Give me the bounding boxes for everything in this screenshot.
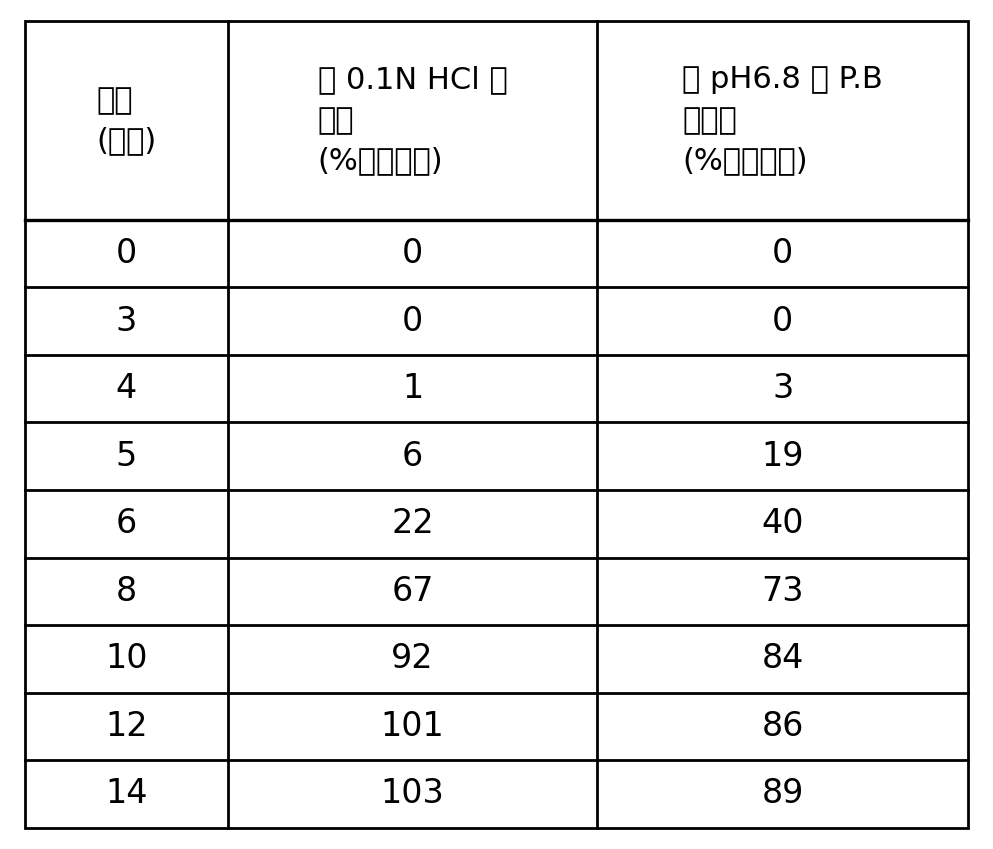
Text: 在 pH6.8 的 P.B
中溶解
(%多奈哌齐): 在 pH6.8 的 P.B 中溶解 (%多奈哌齐) xyxy=(682,65,883,176)
Text: 1: 1 xyxy=(402,372,423,405)
Text: 101: 101 xyxy=(380,710,445,743)
Text: 3: 3 xyxy=(773,372,793,405)
Text: 103: 103 xyxy=(380,778,445,811)
Text: 73: 73 xyxy=(762,575,804,608)
Text: 0: 0 xyxy=(402,305,423,338)
Text: 5: 5 xyxy=(115,440,137,473)
Text: 在 0.1N HCl 中
溶解
(%多奈哌齐): 在 0.1N HCl 中 溶解 (%多奈哌齐) xyxy=(318,65,507,176)
Text: 4: 4 xyxy=(115,372,137,405)
Text: 89: 89 xyxy=(762,778,804,811)
Text: 3: 3 xyxy=(115,305,137,338)
Text: 6: 6 xyxy=(115,507,137,540)
Text: 12: 12 xyxy=(105,710,148,743)
Text: 0: 0 xyxy=(115,237,137,270)
Text: 92: 92 xyxy=(391,643,434,675)
Text: 6: 6 xyxy=(402,440,423,473)
Text: 67: 67 xyxy=(391,575,434,608)
Text: 86: 86 xyxy=(762,710,804,743)
Text: 40: 40 xyxy=(762,507,804,540)
Text: 84: 84 xyxy=(762,643,804,675)
Text: 时间
(小时): 时间 (小时) xyxy=(96,86,156,155)
Text: 8: 8 xyxy=(115,575,137,608)
Text: 19: 19 xyxy=(762,440,804,473)
Text: 0: 0 xyxy=(402,237,423,270)
Text: 22: 22 xyxy=(391,507,434,540)
Text: 10: 10 xyxy=(105,643,148,675)
Text: 0: 0 xyxy=(773,237,793,270)
Text: 0: 0 xyxy=(773,305,793,338)
Text: 14: 14 xyxy=(105,778,148,811)
